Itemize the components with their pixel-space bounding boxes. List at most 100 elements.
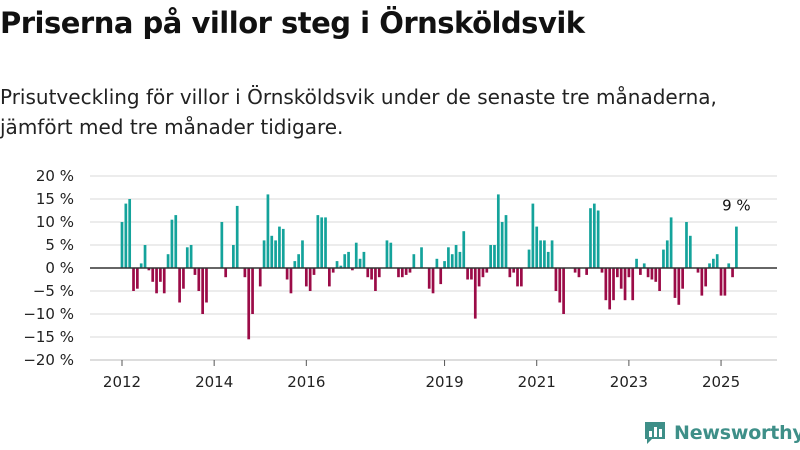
bar — [139, 263, 143, 268]
brand-name: Newsworthy — [674, 422, 800, 444]
bar — [677, 268, 681, 305]
bar — [316, 215, 320, 268]
bar — [454, 245, 458, 268]
bar — [328, 268, 331, 287]
bar — [688, 235, 692, 268]
bar — [493, 245, 496, 268]
bar — [585, 268, 588, 275]
bar — [224, 268, 228, 278]
bar — [324, 217, 327, 268]
bar — [508, 268, 512, 278]
bar — [162, 268, 166, 294]
bar — [201, 268, 204, 314]
bar — [166, 254, 170, 268]
bar — [627, 268, 631, 278]
bar — [531, 203, 535, 268]
bar — [654, 268, 658, 282]
bar — [577, 268, 581, 278]
bar — [301, 240, 304, 268]
bar — [443, 261, 446, 268]
bar — [412, 254, 416, 268]
bar — [170, 219, 174, 268]
bar — [604, 268, 608, 301]
bar — [293, 261, 297, 268]
bar — [159, 268, 162, 282]
bar — [374, 268, 377, 291]
y-tick-label: −20 % — [23, 351, 74, 369]
chart-subtitle: Prisutveckling för villor i Örnsköldsvik… — [0, 85, 717, 139]
bar — [550, 240, 554, 268]
bar — [205, 268, 208, 303]
bar — [639, 268, 642, 275]
bar — [120, 222, 124, 268]
bar — [354, 242, 358, 268]
bar — [685, 222, 688, 268]
x-tick-label: 2019 — [425, 373, 463, 391]
bar — [512, 268, 516, 273]
bar — [189, 245, 193, 268]
bar — [274, 240, 277, 268]
newsworthy-logo: Newsworthy — [643, 418, 800, 448]
bar — [669, 217, 673, 268]
y-tick-label: −10 % — [23, 305, 74, 323]
bar — [458, 251, 462, 268]
bar — [258, 268, 262, 287]
bar — [400, 268, 404, 278]
bar-chart-icon — [645, 422, 665, 444]
bar — [174, 215, 178, 268]
bar — [389, 242, 393, 268]
bar — [719, 268, 723, 296]
bar — [520, 268, 523, 287]
bar — [646, 268, 650, 278]
bar-layer — [120, 194, 738, 340]
bar — [619, 268, 623, 289]
bar — [596, 210, 600, 268]
bar — [715, 254, 719, 268]
bar — [266, 194, 270, 268]
bar — [623, 268, 627, 301]
bar — [473, 268, 477, 319]
bar — [447, 247, 450, 268]
bar — [243, 268, 247, 278]
bar — [489, 245, 492, 268]
bar — [466, 268, 469, 280]
bar — [281, 228, 285, 268]
bar — [700, 268, 704, 296]
y-tick-label: 20 % — [36, 167, 74, 185]
bar — [450, 254, 454, 268]
bar — [704, 268, 708, 287]
latest-value-label: 9 % — [722, 197, 751, 215]
chart-title: Priserna på villor steg i Örnsköldsvik — [0, 6, 585, 40]
bar — [708, 263, 711, 268]
bar — [543, 240, 546, 268]
bar — [155, 268, 158, 294]
bar — [665, 240, 669, 268]
bar — [420, 247, 423, 268]
bar — [527, 249, 531, 268]
bar — [516, 268, 519, 287]
bar — [285, 268, 289, 280]
bar — [193, 268, 197, 275]
bar — [304, 268, 308, 287]
bar — [592, 203, 596, 268]
bar — [658, 268, 661, 291]
bar — [650, 268, 654, 280]
bar — [404, 268, 408, 275]
bar — [731, 268, 734, 278]
bar — [308, 268, 312, 291]
bar — [143, 245, 147, 268]
y-tick-label: 10 % — [36, 213, 74, 231]
bar — [185, 247, 189, 268]
bar — [504, 215, 508, 268]
y-tick-label: −5 % — [33, 282, 74, 300]
bar — [232, 245, 235, 268]
bar — [723, 268, 727, 296]
bar — [673, 268, 677, 298]
bar — [182, 268, 185, 289]
bar — [397, 268, 400, 278]
bar — [635, 258, 638, 268]
bar — [351, 268, 354, 271]
bar — [735, 226, 738, 268]
bar — [477, 268, 481, 287]
bar — [147, 268, 151, 271]
